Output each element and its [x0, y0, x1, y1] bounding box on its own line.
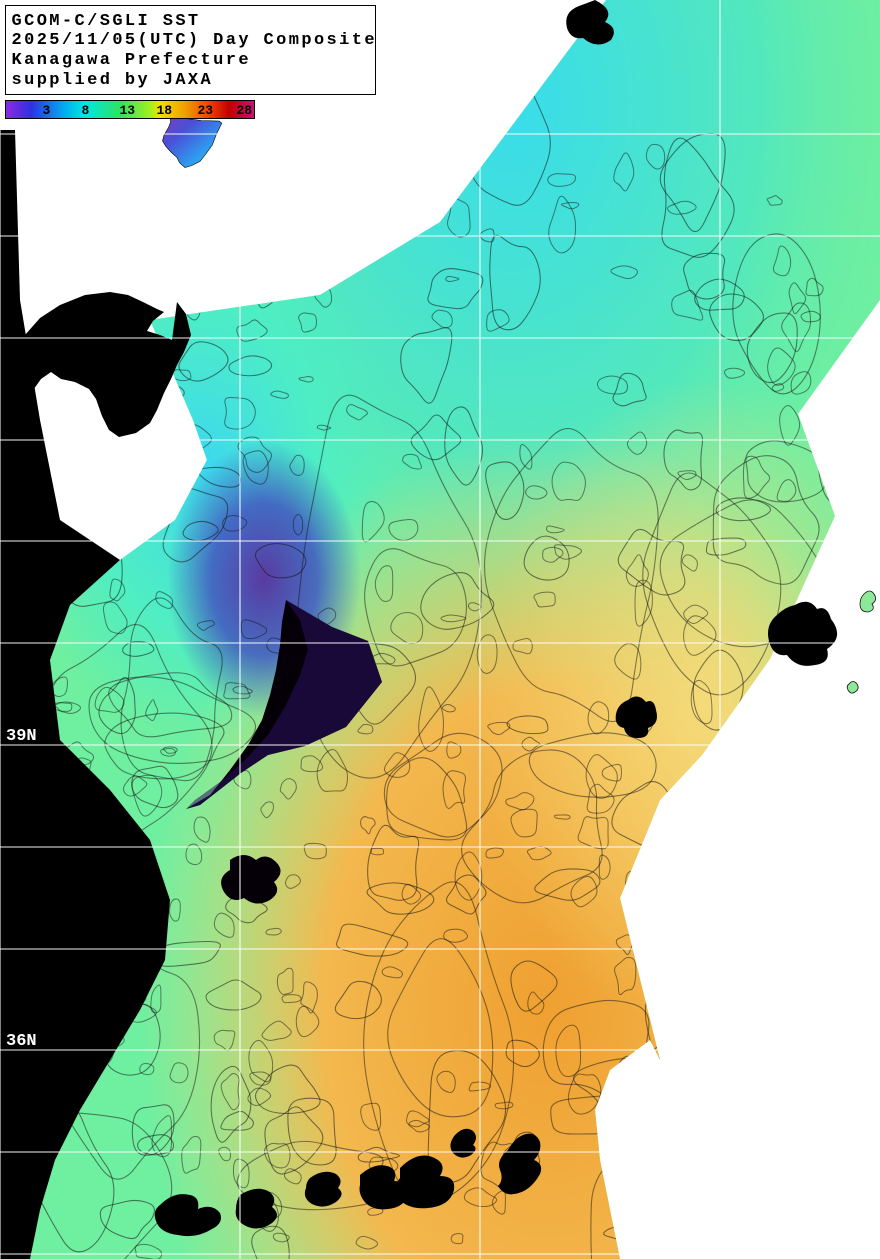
svg-text:36N: 36N: [6, 1032, 37, 1051]
svg-text:39N: 39N: [6, 727, 37, 746]
